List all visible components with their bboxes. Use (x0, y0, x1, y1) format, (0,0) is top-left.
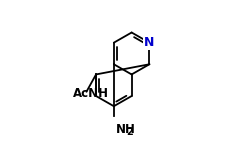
Text: NH: NH (116, 123, 136, 136)
Text: N: N (144, 36, 155, 49)
Text: AcNH: AcNH (73, 87, 109, 100)
Text: 2: 2 (127, 127, 133, 137)
